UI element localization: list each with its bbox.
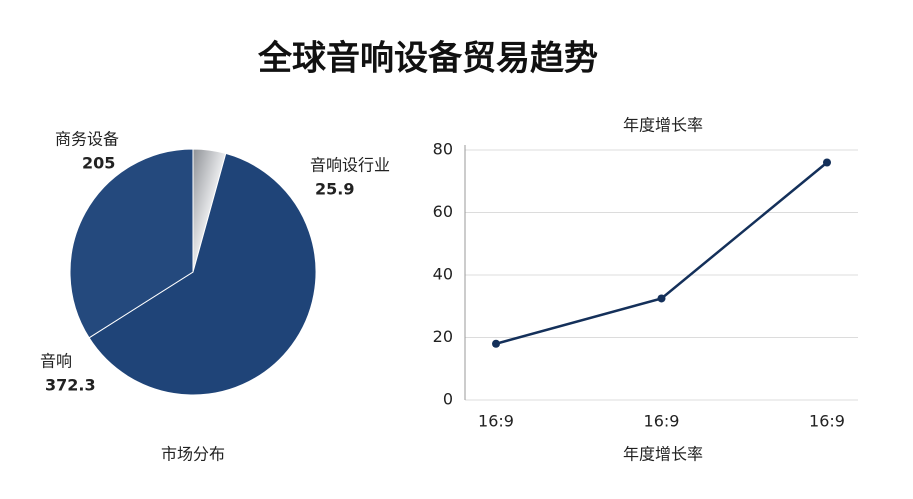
line-series <box>495 161 828 345</box>
x-tick-label: 16:9 <box>809 412 845 431</box>
y-tick-label: 60 <box>433 202 453 221</box>
line-point <box>492 339 500 348</box>
pie-slice <box>69 148 194 339</box>
slice-value: 372.3 <box>45 376 96 395</box>
pie-caption: 市场分布 <box>161 445 225 464</box>
pie-slice <box>88 152 317 396</box>
line-point <box>657 294 666 303</box>
line-point <box>823 158 831 167</box>
y-tick-label: 0 <box>443 390 453 409</box>
slice-label: 音响 <box>40 352 72 371</box>
x-axis-label: 年度增长率 <box>623 445 703 464</box>
slice-value: 25.9 <box>315 180 354 199</box>
line-title: 年度增长率 <box>623 116 703 135</box>
x-tick-label: 16:9 <box>644 412 680 431</box>
slice-label: 商务设备 <box>55 130 119 149</box>
x-tick-label: 16:9 <box>478 412 514 431</box>
page-title: 全球音响设备贸易趋势 <box>257 39 598 79</box>
slice-label: 音响设行业 <box>310 156 390 175</box>
y-tick-label: 80 <box>433 140 453 159</box>
y-tick-label: 20 <box>433 327 453 346</box>
y-tick-label: 40 <box>433 265 453 284</box>
slice-value: 205 <box>82 154 115 173</box>
